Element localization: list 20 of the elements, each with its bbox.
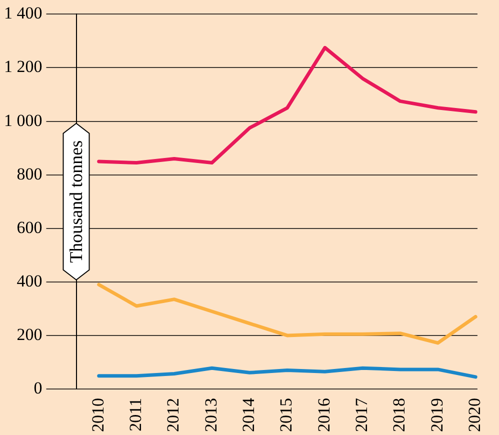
y-tick-label: 400: [16, 271, 42, 290]
x-tick-label: 2015: [276, 398, 296, 432]
x-tick-label: 2018: [390, 398, 409, 432]
x-tick-label: 2019: [427, 398, 446, 432]
y-tick-label: 1 400: [4, 4, 42, 23]
y-tick-label: 600: [16, 218, 42, 237]
x-tick-label: 2011: [126, 398, 145, 432]
y-tick-label: 1 000: [4, 110, 42, 130]
x-tick-label: 2017: [352, 398, 372, 432]
y-axis-title: Thousand tonnes: [66, 140, 86, 263]
y-tick-label: 200: [16, 324, 42, 344]
x-tick-label: 2012: [164, 398, 183, 432]
y-tick-label: 0: [34, 378, 42, 398]
x-tick-label: 2010: [88, 398, 108, 432]
x-tick-label: 2014: [239, 398, 258, 432]
y-tick-label: 800: [16, 164, 42, 184]
x-tick-label: 2016: [314, 398, 334, 432]
y-tick-label: 1 200: [4, 57, 42, 76]
x-tick-label: 2020: [465, 398, 484, 432]
x-tick-label: 2013: [201, 398, 220, 432]
